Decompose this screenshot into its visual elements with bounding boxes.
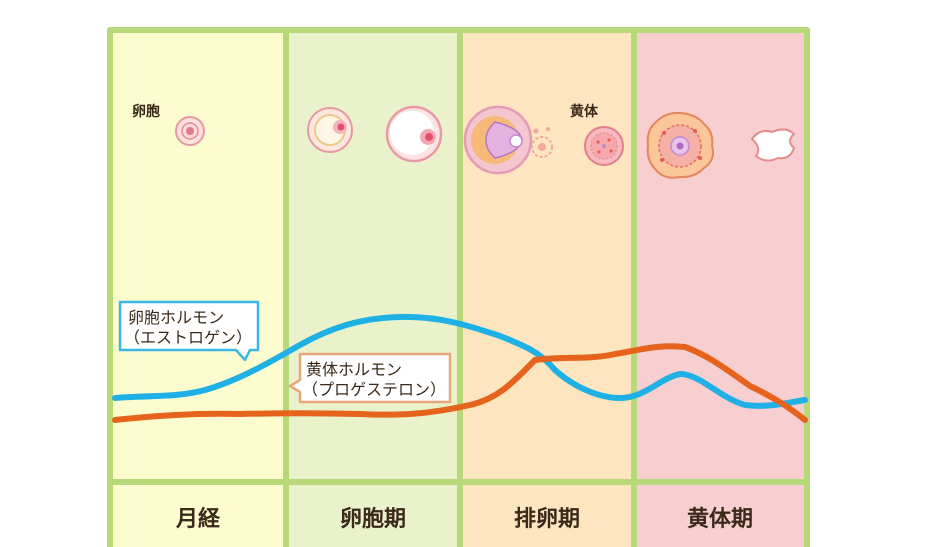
follicle-mature-icon — [385, 105, 443, 163]
progesterone-callout: 黄体ホルモン （プロゲステロン） — [288, 352, 452, 404]
estrogen-callout: 卵胞ホルモン （エストロゲン） — [118, 300, 260, 362]
released-egg-icon — [531, 127, 553, 158]
follicle-growing-icon — [307, 107, 353, 153]
phase-labels: 月経 卵胞期 排卵期 黄体期 — [175, 506, 753, 532]
follicle-small-icon — [175, 116, 205, 146]
progesterone-callout-line1: 黄体ホルモン — [306, 360, 402, 379]
progesterone-line — [112, 343, 808, 423]
ovulation-follicle-icon — [463, 105, 533, 175]
follicular-phase-bg — [286, 30, 460, 547]
follicle-label: 卵胞 — [132, 103, 160, 120]
phase-label-menstruation: 月経 — [175, 506, 221, 532]
phase-label-ovulation: 排卵期 — [514, 507, 580, 532]
estrogen-callout-line2: （エストロゲン） — [124, 328, 252, 347]
corpus-luteum-label: 黄体 — [570, 103, 599, 120]
luteal-phase-bg — [634, 30, 807, 547]
corpus-luteum-small-icon — [584, 126, 624, 166]
ovulation-phase-bg — [460, 30, 634, 547]
progesterone-callout-line2: （プロゲステロン） — [302, 380, 446, 399]
estrogen-callout-line1: 卵胞ホルモン — [128, 308, 224, 327]
corpus-luteum-large-icon — [646, 111, 714, 179]
estrogen-line — [112, 313, 808, 409]
grid-borders — [107, 27, 810, 547]
corpus-albicans-icon — [750, 128, 796, 162]
phase-label-follicular: 卵胞期 — [340, 506, 406, 532]
menstrual-phase-bg — [110, 30, 286, 547]
phase-label-luteal: 黄体期 — [687, 507, 753, 532]
